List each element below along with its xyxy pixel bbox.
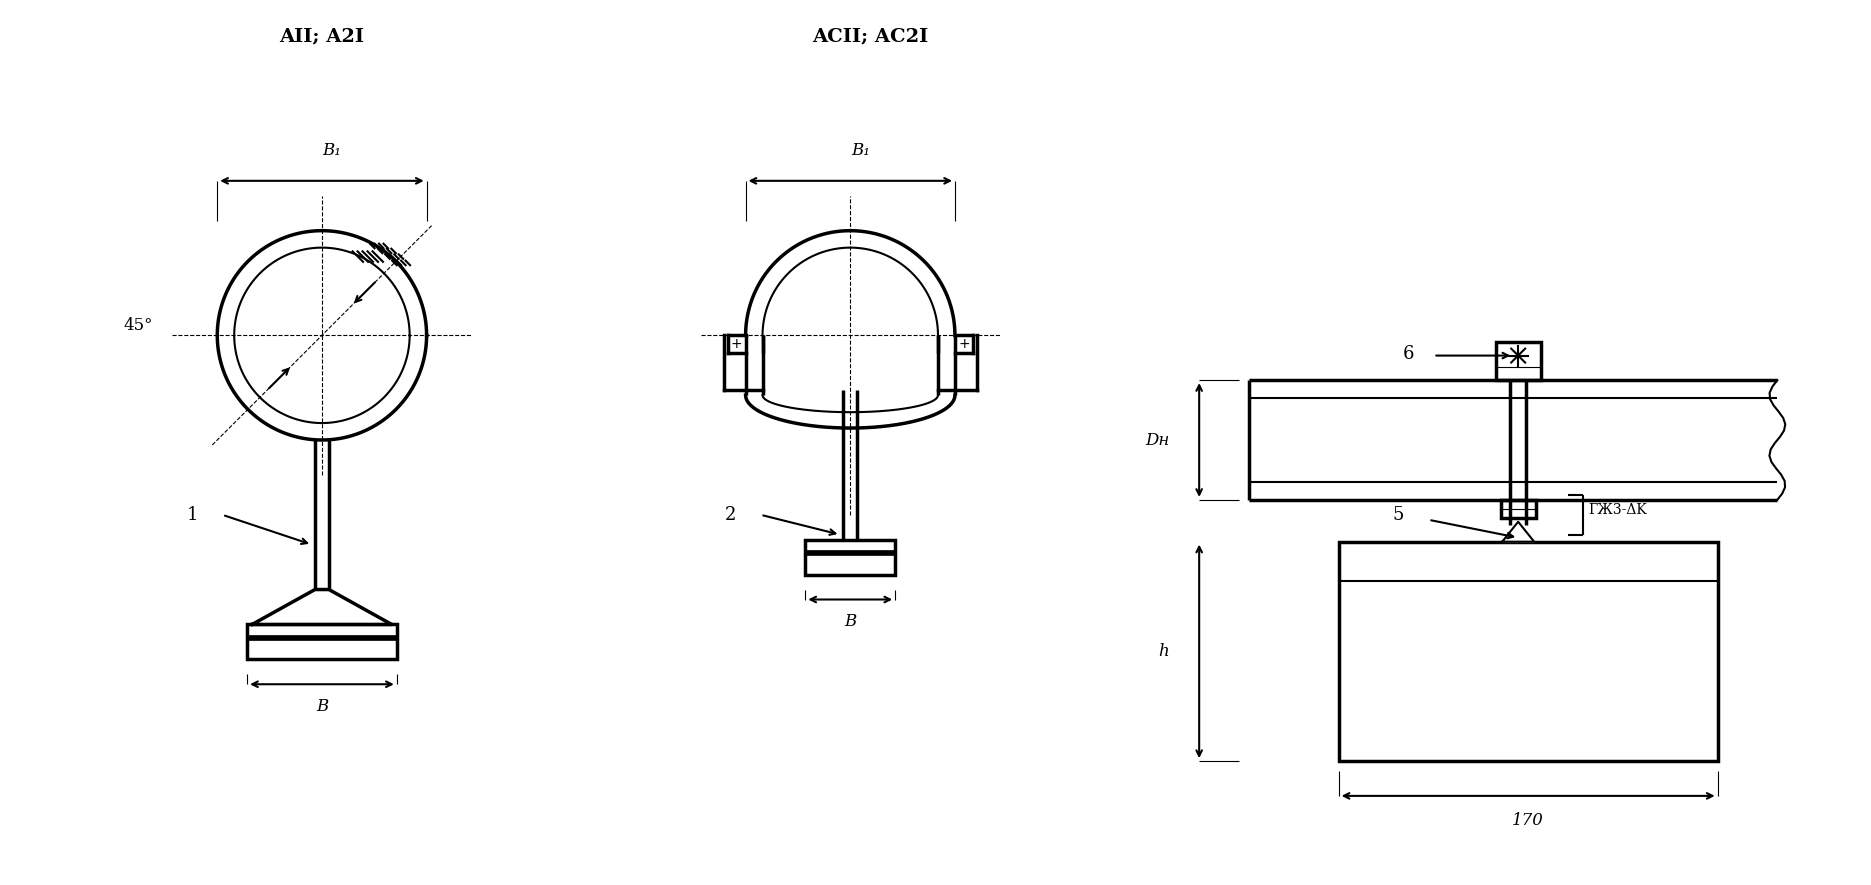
Text: +: + xyxy=(958,337,969,351)
Polygon shape xyxy=(1502,522,1534,542)
Text: 2: 2 xyxy=(724,505,737,524)
Text: +: + xyxy=(732,337,743,351)
Bar xyxy=(1495,342,1540,381)
Text: ГЖ3-ΔK: ГЖ3-ΔK xyxy=(1588,503,1646,517)
Text: 45°: 45° xyxy=(123,317,152,334)
Text: AII; A2I: AII; A2I xyxy=(279,27,365,45)
Text: 170: 170 xyxy=(1512,812,1544,829)
Text: B: B xyxy=(316,697,327,715)
Polygon shape xyxy=(253,589,391,625)
Text: 1: 1 xyxy=(187,505,198,524)
Text: B₁: B₁ xyxy=(851,142,870,159)
Bar xyxy=(805,540,894,574)
Text: h: h xyxy=(1158,643,1169,660)
Bar xyxy=(805,550,894,556)
Bar xyxy=(1340,542,1718,761)
Text: Dн: Dн xyxy=(1145,432,1169,449)
Bar xyxy=(1501,500,1536,518)
Text: ACII; AC2I: ACII; AC2I xyxy=(812,27,928,45)
Text: 6: 6 xyxy=(1403,344,1414,363)
Text: B₁: B₁ xyxy=(322,142,341,159)
Bar xyxy=(247,625,397,659)
Text: 5: 5 xyxy=(1392,505,1405,524)
Text: B: B xyxy=(844,613,857,630)
Bar xyxy=(247,635,397,640)
